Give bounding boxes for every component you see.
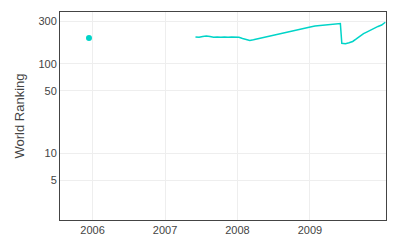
svg-text:World Ranking: World Ranking	[12, 73, 27, 158]
svg-text:2008: 2008	[225, 224, 249, 236]
svg-text:2006: 2006	[80, 224, 104, 236]
svg-text:2007: 2007	[153, 224, 177, 236]
svg-text:50: 50	[45, 85, 57, 97]
svg-text:10: 10	[45, 147, 57, 159]
svg-text:2009: 2009	[298, 224, 322, 236]
svg-text:300: 300	[38, 15, 56, 27]
svg-text:100: 100	[38, 58, 56, 70]
svg-text:5: 5	[51, 174, 57, 186]
